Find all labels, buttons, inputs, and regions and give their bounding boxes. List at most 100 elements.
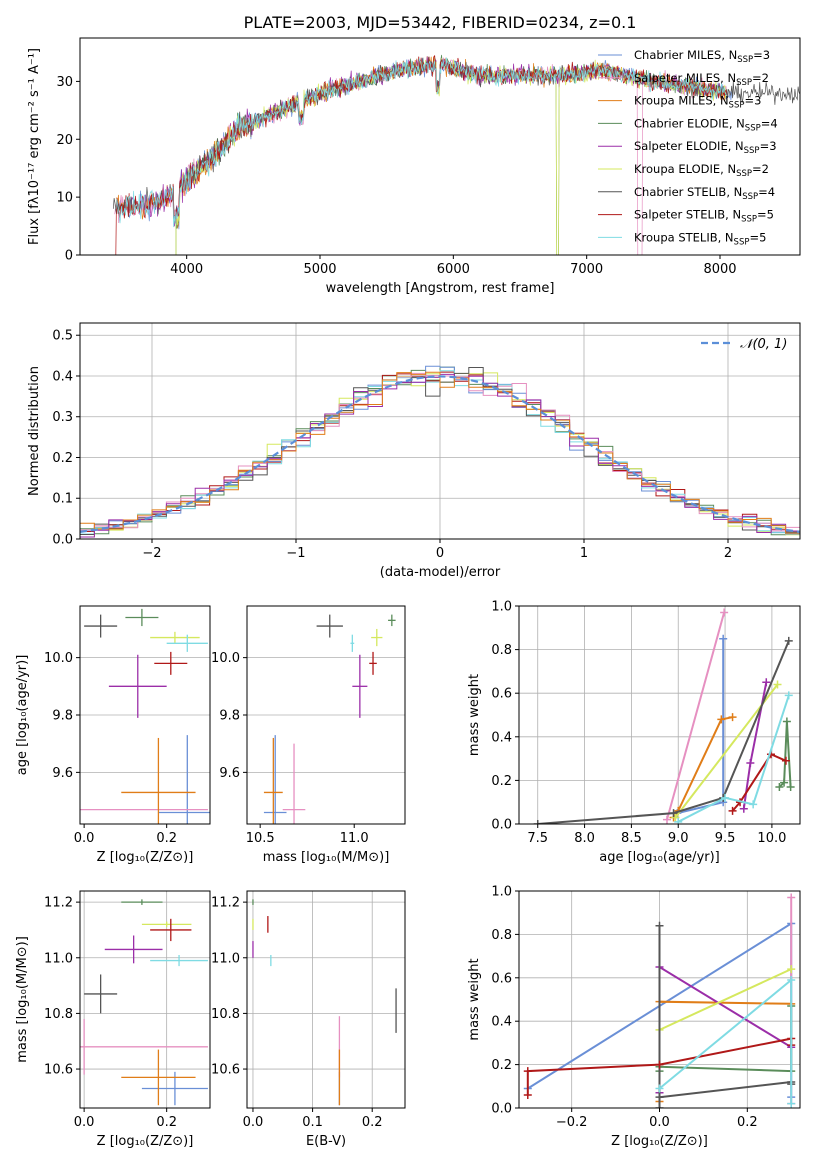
x-axis-label: mass [log₁₀(M/M⊙)] [263,850,390,865]
x-tick-label: 11.0 [340,831,369,846]
weight-point-marker [784,636,793,645]
y-tick-label: 10.6 [44,1063,73,1078]
weight-point-marker [739,804,748,813]
y-tick-label: 0.0 [491,818,512,833]
y-tick-label: 0.2 [52,451,73,466]
y-axis-label: Flux [fλ10⁻¹⁷ erg cm⁻² s⁻¹ A⁻¹] [27,48,42,245]
weight-point-marker [717,715,726,724]
spectrum-frame [79,37,801,256]
weight-point-marker [780,778,789,787]
y-tick-label: 0.2 [491,774,512,789]
residuals-frame [79,322,801,540]
legend-entry: Salpeter STELIB, NSSP=5 [634,208,774,225]
legend-entry: 𝒩(0, 1) [740,337,787,352]
weight-series-line [658,965,792,1093]
y-tick-label: 0.3 [52,410,73,425]
x-tick-label: 0.1 [302,1115,323,1130]
x-tick-label: 7.5 [527,831,548,846]
y-tick-label: 9.6 [52,766,73,781]
weight-point-marker [719,634,728,643]
y-tick-label: 0.8 [491,643,512,658]
x-tick-label: 0 [436,546,444,561]
age_vs_Z-panel: 0.0 0.2 9.6 9.8 10.0 Z [log₁₀(Z/Z⊙)] age [log₁… [15,605,211,865]
y-axis-label: mass weight [467,674,482,756]
x-tick-label: 0.2 [362,1115,383,1130]
y-tick-label: 0.4 [491,730,512,745]
weight-point-marker [787,1099,796,1108]
weight_vs_Z-frame [518,890,801,1109]
weight-series-line [677,695,790,823]
x-axis-label: Z [log₁₀(Z/Z⊙)] [97,1134,194,1149]
x-tick-label: −1 [286,546,305,561]
age_vs_Z-frame [79,605,211,825]
residuals-panel: −2 −1 0 1 2 0.0 0.1 0.2 0.3 0.4 0.5 (data-model)/er… [27,322,801,580]
weight-series-line [677,638,725,815]
weight-point-marker [773,680,782,689]
weight-point-marker [781,756,790,765]
weight_vs_age-frame [518,605,801,825]
y-axis-label: Normed distribution [27,366,42,496]
y-tick-label: 11.0 [44,951,73,966]
x-axis-label: E(B-V) [306,1134,346,1149]
weight-point-marker [671,813,680,822]
weight_vs_Z-panel: −0.2 0.0 0.2 0.0 0.2 0.4 0.6 0.8 1.0 Z [log₁₀(Z/Z… [467,885,801,1149]
y-tick-label: 11.2 [44,896,73,911]
weight-point-marker [762,678,771,687]
y-tick-label: 10.6 [211,1063,240,1078]
y-tick-label: 9.8 [219,709,240,724]
legend-entry: Salpeter ELODIE, NSSP=3 [634,139,777,156]
weight-point-marker [669,809,678,818]
weight-series-line [666,612,726,820]
legend-entry: Chabrier MILES, NSSP=3 [634,48,770,65]
legend-entry: Kroupa ELODIE, NSSP=2 [634,162,769,179]
weight-point-marker [787,893,796,902]
y-axis-label: age [log₁₀(age/yr)] [15,655,30,776]
weight_vs_Z-plot-area [523,893,796,1108]
y-tick-label: 9.6 [219,766,240,781]
x-tick-label: 8000 [703,262,736,277]
y-tick-label: 0.6 [491,971,512,986]
mass_vs_ebv-plot-area [252,899,397,1106]
weight-point-marker [746,758,755,767]
weight-series-line [537,640,790,824]
x-tick-label: 7000 [570,262,603,277]
age_vs_mass-plot-area [263,614,396,824]
spectrum-panel: 4000 5000 6000 7000 8000 0 10 20 30 wavelength [A… [27,37,801,296]
y-tick-label: 20 [56,133,73,148]
mass_vs_ebv-panel: 0.0 0.1 0.2 10.6 10.8 11.0 11.2 E(B-V) [211,890,406,1149]
x-axis-label: Z [log₁₀(Z/Z⊙)] [611,1134,708,1149]
x-axis-label: age [log₁₀(age/yr)] [599,850,720,865]
weight-point-marker [728,713,737,722]
weight_vs_age-plot-area [533,608,795,824]
age_vs_mass-frame [246,605,406,825]
x-tick-label: 0.0 [74,1115,95,1130]
y-tick-label: 0.1 [52,492,73,507]
weight-point-marker [720,608,729,617]
weight-point-marker [523,1067,532,1076]
residuals-plot-area [80,365,800,539]
weight-point-marker [784,691,793,700]
spectrum-plot-area [112,54,800,255]
x-tick-label: 8.5 [621,831,642,846]
y-axis-label: mass weight [467,958,482,1040]
x-tick-label: 0.2 [156,831,177,846]
weight-point-marker [787,975,796,984]
weight-point-marker [749,800,758,809]
x-tick-label: 0.2 [156,1115,177,1130]
y-tick-label: 10.0 [44,651,73,666]
y-tick-label: 10.8 [44,1007,73,1022]
legend-entry: Salpeter MILES, NSSP=2 [634,71,769,88]
y-tick-label: 0.4 [491,1015,512,1030]
weight-point-marker [655,1084,664,1093]
age_vs_Z-plot-area [80,608,210,824]
weight-point-marker [787,965,796,974]
spectrum-legend: Chabrier MILES, NSSP=3 Salpeter MILES, NS… [598,48,778,247]
y-tick-label: 0.0 [491,1102,512,1117]
y-tick-label: 1.0 [491,885,512,900]
x-tick-label: 2 [724,546,732,561]
weight-point-marker [655,1104,664,1108]
x-tick-label: 0.0 [74,831,95,846]
y-tick-label: 1.0 [491,600,512,615]
weight-point-marker [721,793,730,802]
